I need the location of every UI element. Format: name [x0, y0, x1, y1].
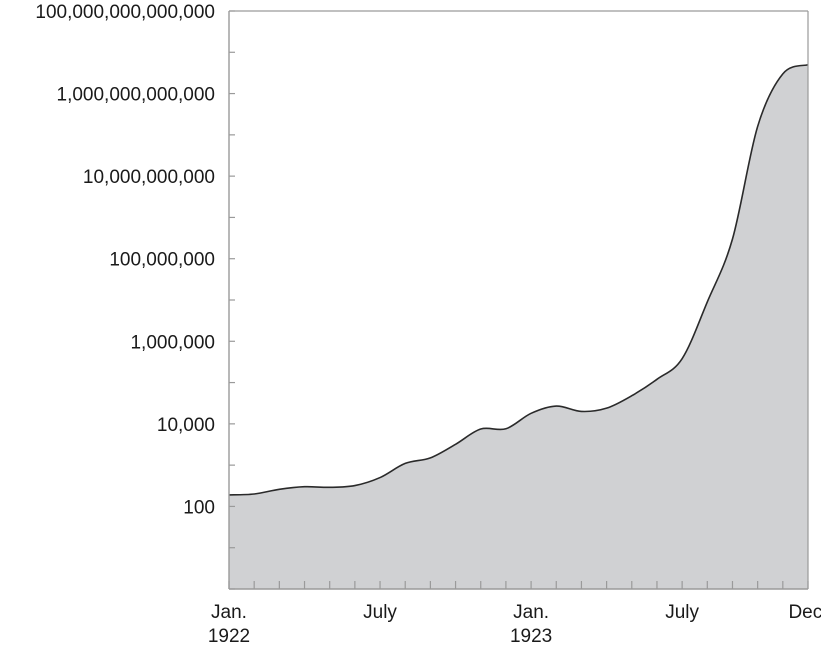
y-tick-label: 100	[183, 497, 215, 518]
plot-area	[228, 63, 809, 589]
y-tick-label: 100,000,000,000,000	[35, 2, 215, 23]
series-line	[228, 63, 809, 496]
x-tick-label: Dec.	[788, 602, 821, 623]
x-tick-label: Jan.	[211, 602, 247, 623]
y-tick-label: 1,000,000,000,000	[57, 85, 216, 106]
y-tick-label: 1,000,000	[130, 332, 215, 353]
series-area-fill	[229, 64, 808, 589]
x-tick-label: July	[363, 602, 397, 623]
x-tick-label: July	[665, 602, 699, 623]
y-tick-label: 10,000,000,000	[83, 167, 215, 188]
axes: 100 10,000 1,000,000 100,000,000 10,000,000,…	[35, 2, 821, 647]
y-tick-label: 100,000,000	[109, 250, 215, 271]
x-tick-label: Jan.	[513, 602, 549, 623]
y-tick-label: 10,000	[157, 415, 215, 436]
x-tick-label-year: 1923	[510, 626, 552, 647]
x-tick-label-year: 1922	[208, 626, 250, 647]
